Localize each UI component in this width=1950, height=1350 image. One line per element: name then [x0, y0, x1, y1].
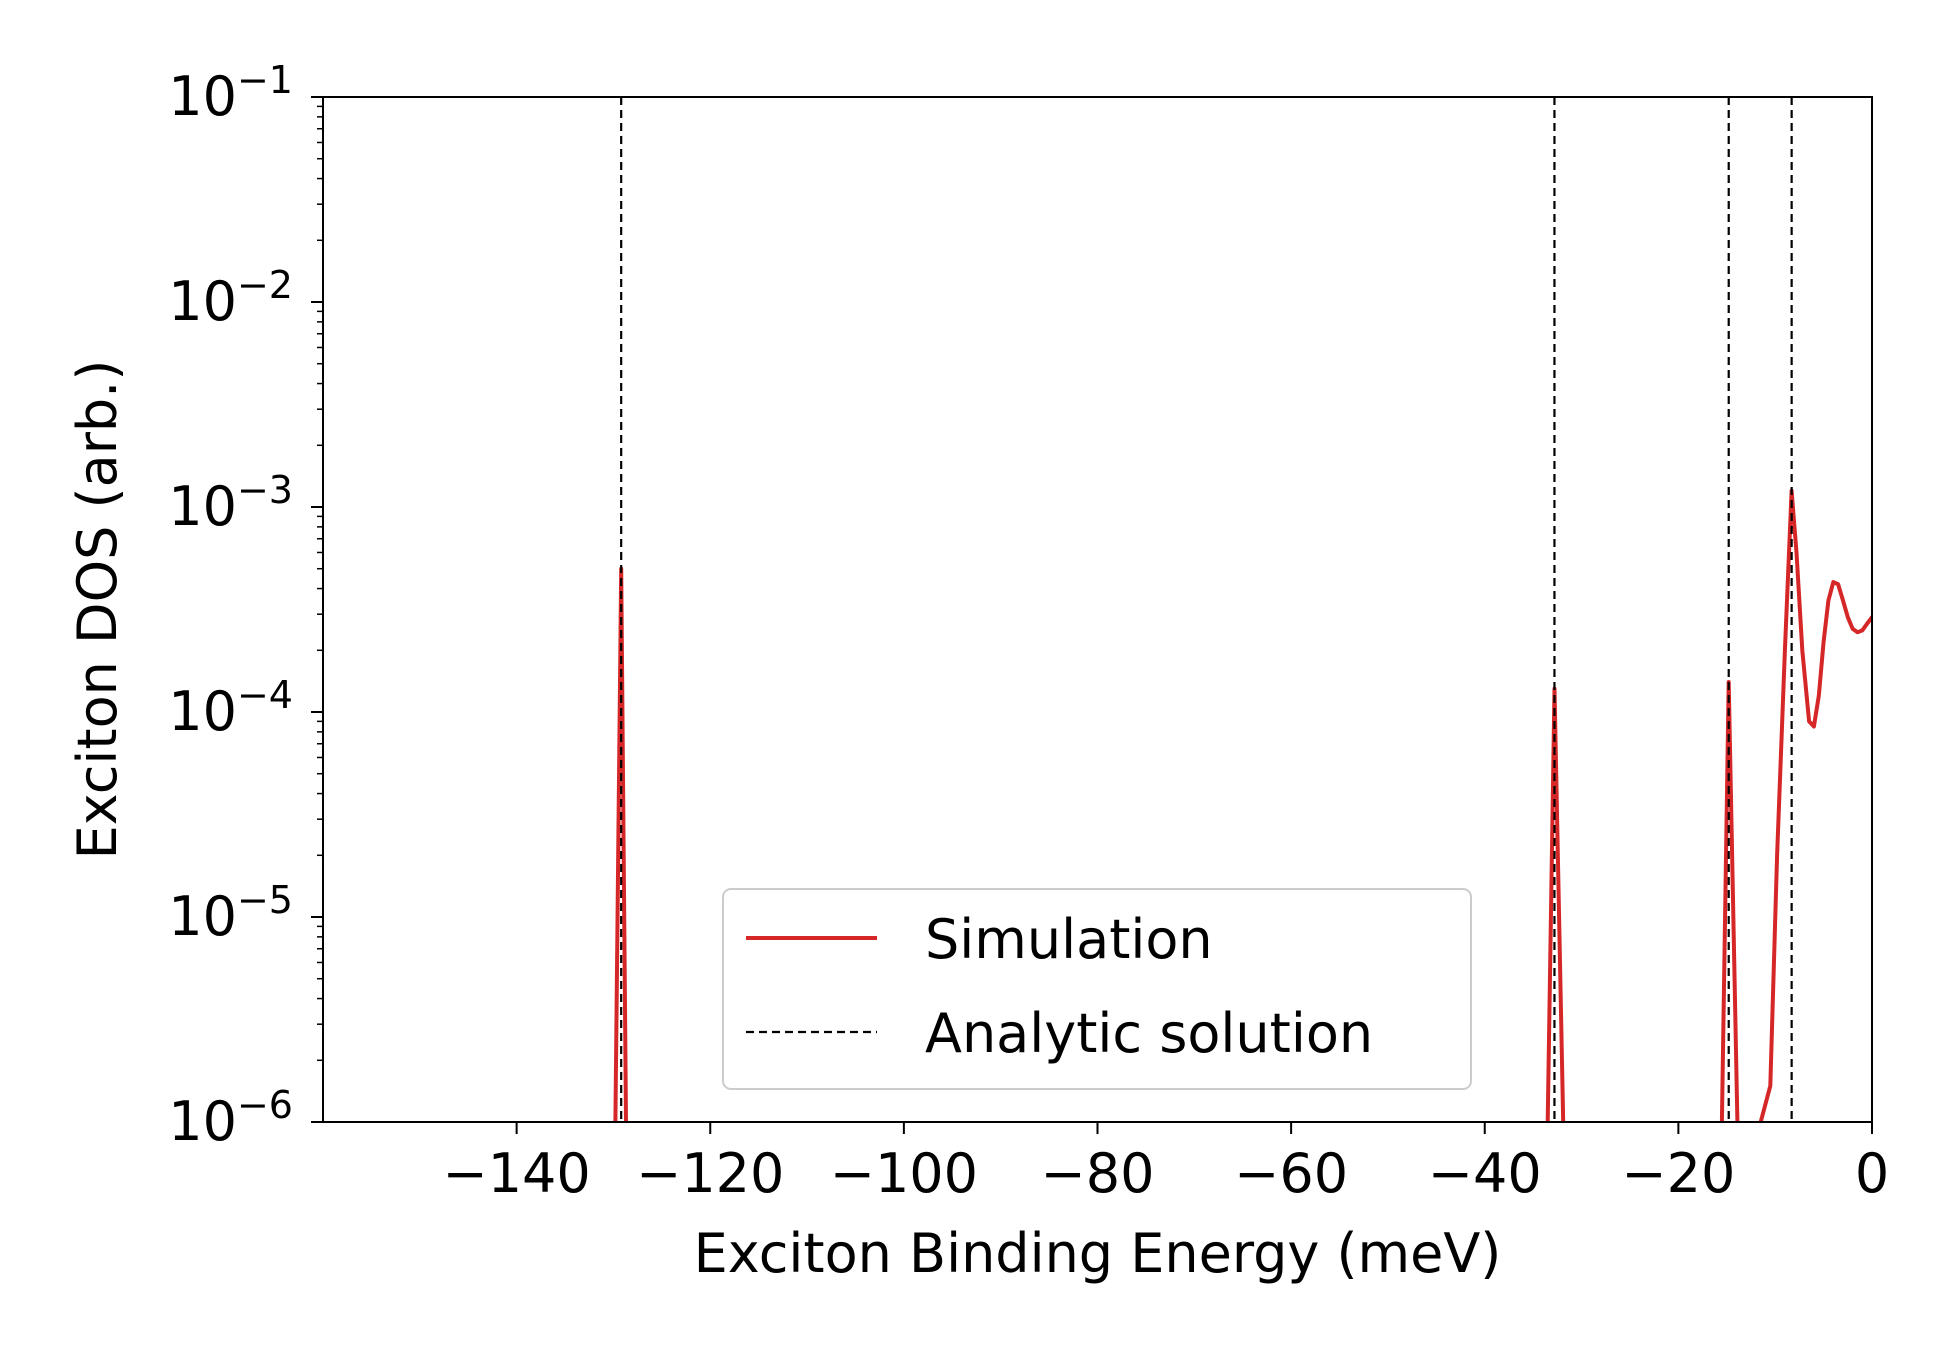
x-tick-label: −140 — [442, 1142, 590, 1205]
x-tick-label: −100 — [830, 1142, 978, 1205]
x-tick-label: −60 — [1234, 1142, 1348, 1205]
y-tick-label: 10−6 — [168, 1083, 293, 1153]
y-tick-label: 10−1 — [168, 58, 293, 128]
analytic-lines-layer — [620, 97, 1793, 1122]
y-axis-label: Exciton DOS (arb.) — [66, 360, 129, 860]
y-tick-label: 10−2 — [168, 263, 293, 333]
x-tick-label: −20 — [1621, 1142, 1735, 1205]
y-tick-label: 10−3 — [168, 468, 293, 538]
y-tick-label: 10−5 — [168, 878, 293, 948]
legend: Simulation Analytic solution — [722, 888, 1472, 1090]
legend-label-simulation: Simulation — [925, 908, 1213, 971]
y-tick-label: 10−4 — [168, 673, 293, 743]
plot-area — [322, 96, 1873, 1123]
x-tick-label: 0 — [1855, 1142, 1889, 1205]
simulation-peak-3 — [1758, 488, 1872, 1122]
legend-label-analytic: Analytic solution — [925, 1002, 1373, 1065]
y-ticks: 10−6 10−5 10−4 10−3 10−2 10−1 — [168, 58, 323, 1153]
x-ticks: −140 −120 −100 −80 −60 −40 −20 0 — [442, 1122, 1889, 1205]
x-axis-label: Exciton Binding Energy (meV) — [694, 1222, 1502, 1285]
x-tick-label: −40 — [1428, 1142, 1542, 1205]
legend-box — [722, 888, 1472, 1090]
x-tick-label: −80 — [1041, 1142, 1155, 1205]
x-tick-label: −120 — [636, 1142, 784, 1205]
